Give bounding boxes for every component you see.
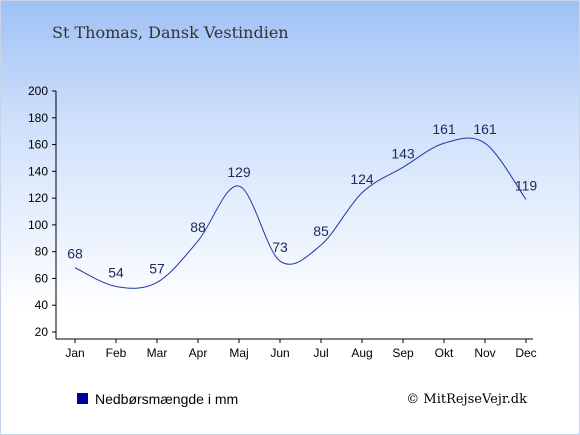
- data-label: 54: [108, 264, 124, 280]
- data-point: [525, 198, 528, 201]
- y-tick-label: 120: [28, 191, 48, 205]
- x-tick-label: Nov: [474, 346, 495, 360]
- data-label: 119: [515, 177, 538, 193]
- chart-title: St Thomas, Dansk Vestindien: [52, 23, 289, 42]
- x-tick-label: Sep: [392, 346, 414, 360]
- data-label: 85: [313, 223, 329, 239]
- data-labels-layer: 68 54 57 88 129 73 85 124 143 161 161 119: [67, 121, 537, 280]
- series-line-layer: [74, 137, 528, 289]
- x-tick-label: Okt: [435, 346, 454, 360]
- data-point: [197, 239, 200, 242]
- chart-axes: 20 40 60 80 100 120 140 160 180 200 Jan Feb Mar Apr Ma…: [28, 84, 537, 360]
- y-tick-label: 180: [28, 111, 48, 125]
- copyright-credit: © MitRejseVejr.dk: [406, 392, 527, 407]
- data-label: 129: [227, 164, 251, 180]
- x-tick-label: Dec: [515, 346, 536, 360]
- x-tick-label: Maj: [229, 346, 248, 360]
- data-label: 161: [432, 121, 456, 137]
- y-tick-label: 40: [35, 298, 49, 312]
- series-line: [74, 137, 527, 289]
- data-label: 68: [67, 246, 83, 262]
- y-tick-label: 80: [35, 245, 49, 259]
- data-point: [443, 142, 446, 145]
- data-label: 143: [391, 145, 415, 161]
- data-label: 73: [272, 239, 288, 255]
- y-tick-label: 100: [28, 218, 48, 232]
- data-label: 88: [190, 219, 206, 235]
- x-tick-label: Aug: [351, 346, 372, 360]
- data-label: 161: [473, 121, 497, 137]
- x-tick-label: Jul: [313, 346, 328, 360]
- y-tick-label: 160: [28, 138, 48, 152]
- x-tick-label: Jun: [270, 346, 289, 360]
- x-tick-label: Feb: [106, 346, 127, 360]
- x-tick-label: Jan: [65, 346, 84, 360]
- legend-swatch: [77, 393, 88, 404]
- data-point: [279, 260, 282, 263]
- data-point: [361, 191, 364, 194]
- data-point: [74, 266, 77, 269]
- data-point: [484, 142, 487, 145]
- legend-label: Nedbørsmængde i mm: [95, 391, 238, 407]
- data-point: [238, 185, 241, 188]
- x-tick-label: Apr: [189, 346, 208, 360]
- y-tick-label: 140: [28, 164, 48, 178]
- data-label: 57: [149, 260, 165, 276]
- data-point: [156, 281, 159, 284]
- data-point: [320, 243, 323, 246]
- x-tick-label: Mar: [147, 346, 168, 360]
- y-tick-label: 200: [28, 84, 48, 98]
- data-label: 124: [350, 171, 374, 187]
- y-tick-label: 20: [35, 325, 49, 339]
- data-point: [115, 285, 118, 288]
- data-point: [402, 166, 405, 169]
- y-tick-label: 60: [35, 271, 49, 285]
